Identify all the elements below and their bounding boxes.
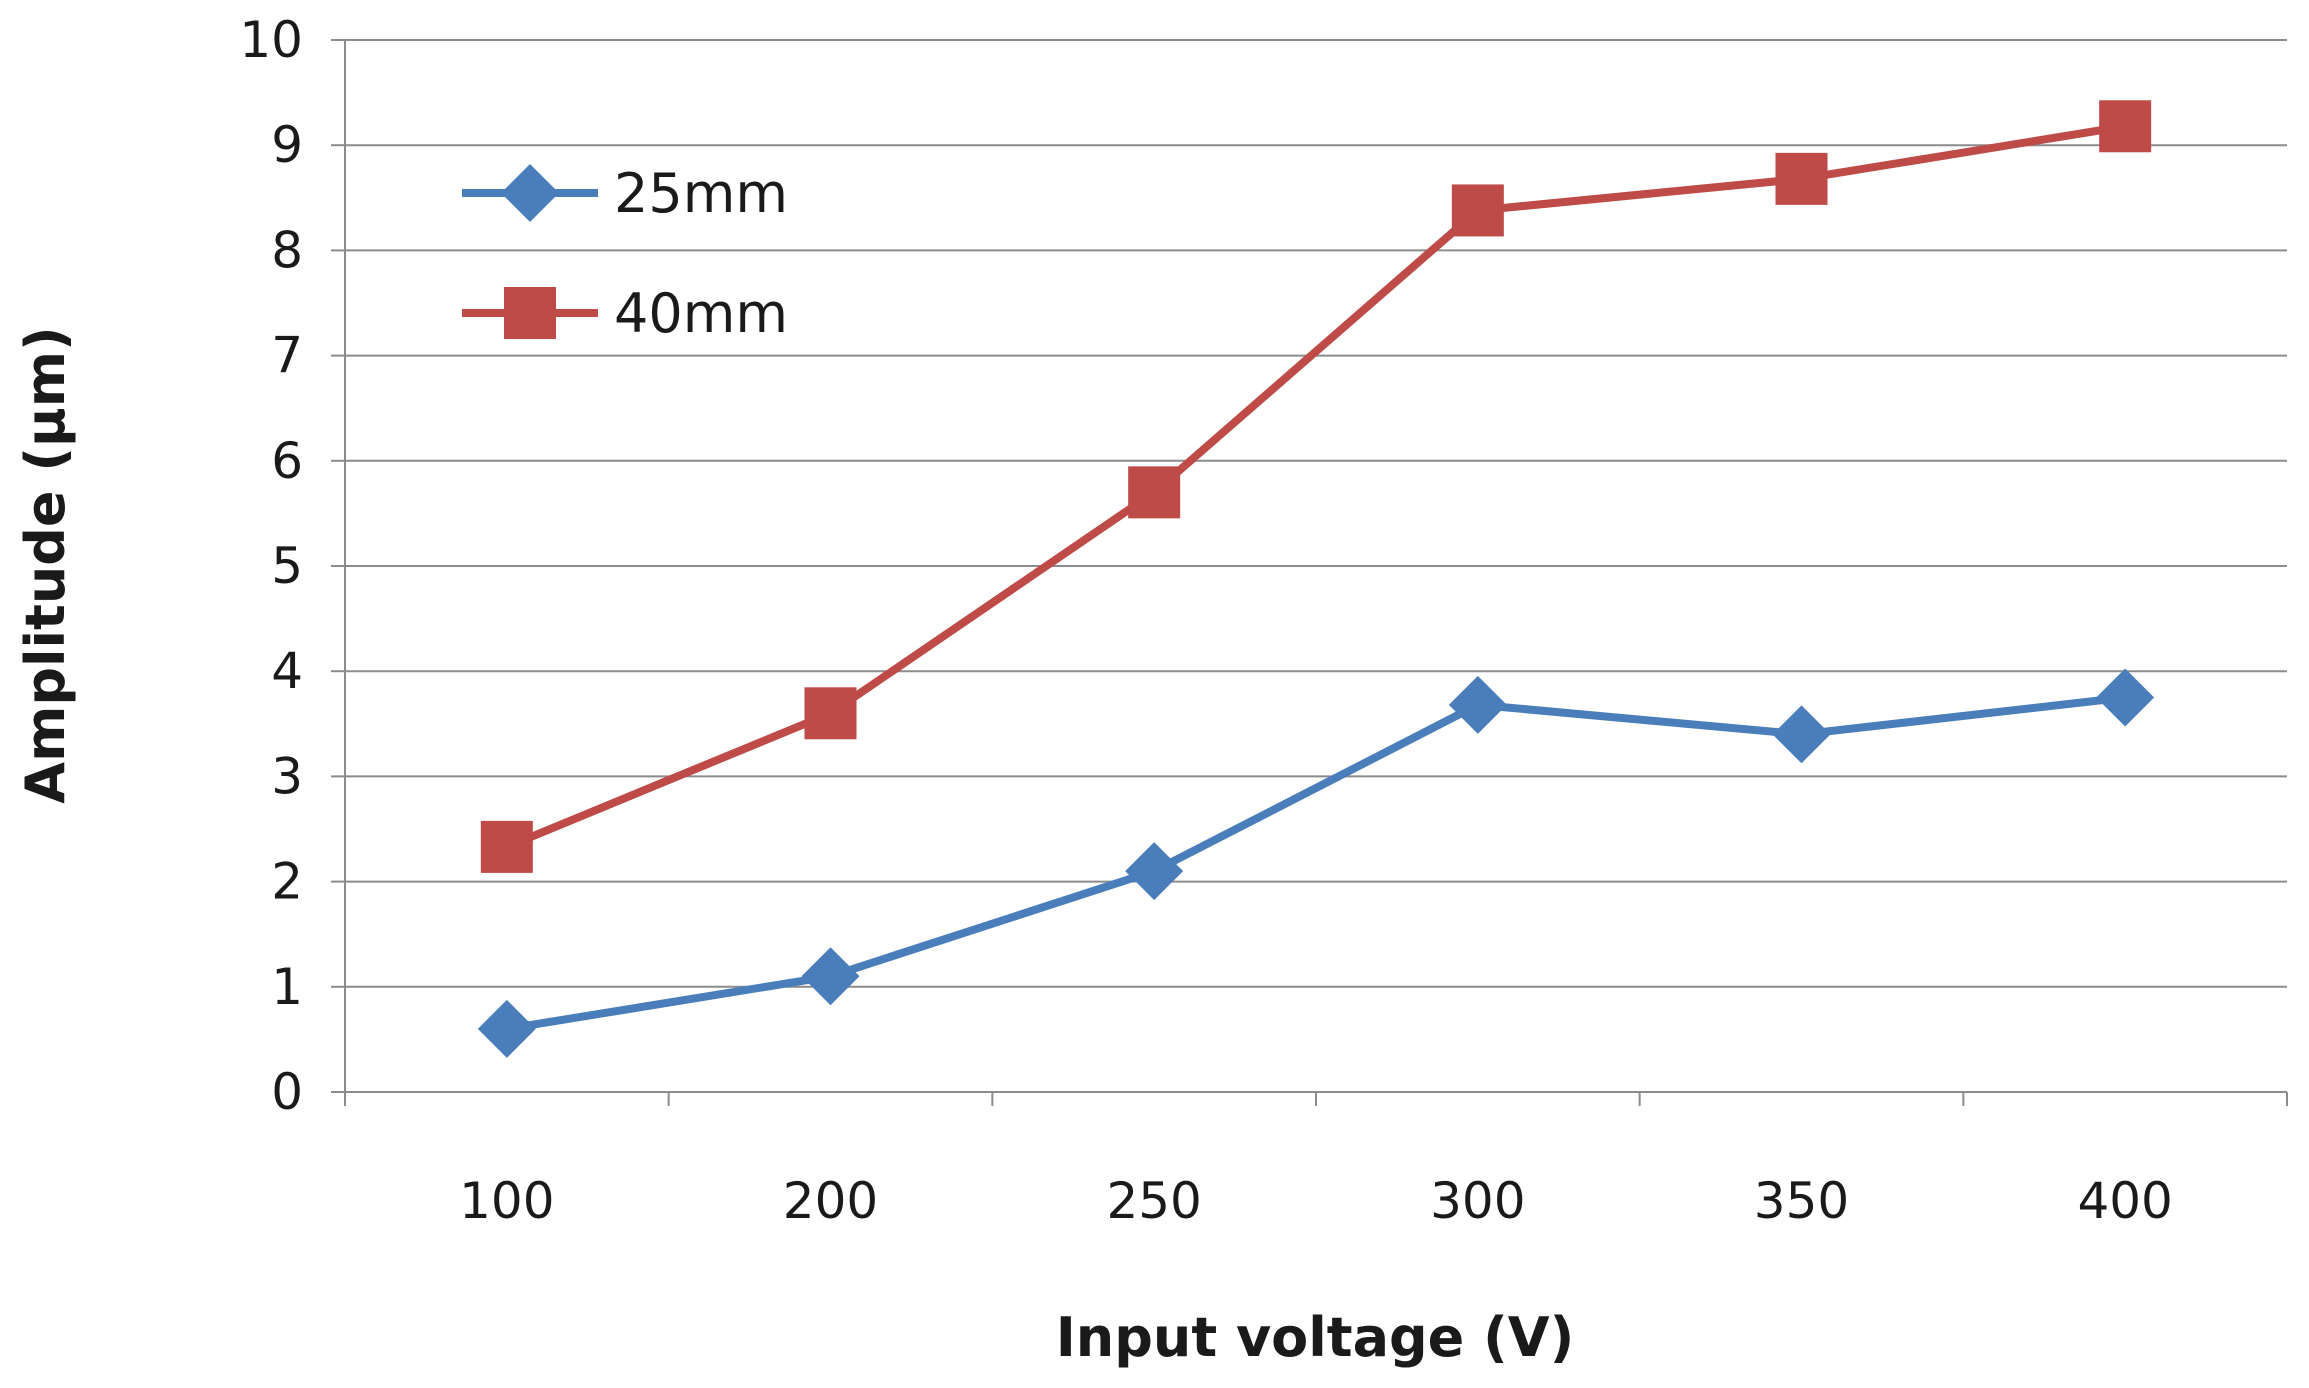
- legend: 25mm 40mm: [462, 162, 788, 345]
- y-tick-label: 7: [271, 327, 303, 385]
- legend-item-40mm: 40mm: [462, 282, 788, 345]
- x-tick-label: 300: [1430, 1172, 1525, 1230]
- legend-item-25mm: 25mm: [462, 162, 788, 225]
- x-tick-label: 250: [1106, 1172, 1201, 1230]
- y-tick-label: 3: [271, 747, 303, 805]
- y-tick-label: 1: [271, 958, 303, 1016]
- data-point-square: [1451, 184, 1504, 237]
- y-tick-label: 10: [239, 11, 303, 69]
- series-line-25mm: [506, 693, 2126, 1033]
- legend-label: 40mm: [614, 282, 788, 345]
- data-point-diamond: [1125, 842, 1184, 901]
- x-tick-label: 350: [1754, 1172, 1849, 1230]
- data-point-square: [804, 687, 857, 740]
- axes: [331, 39, 2288, 1106]
- series-lines: [477, 100, 2155, 1058]
- data-point-diamond: [501, 164, 559, 222]
- data-point-diamond: [1448, 675, 1507, 734]
- y-tick-labels: 0 1 2 3 4 5 6 7 8 9 10: [239, 11, 303, 1121]
- y-tick-label: 0: [271, 1063, 303, 1121]
- x-tick-labels: 100 200 250 300 350 400: [459, 1172, 2173, 1230]
- data-point-square: [1128, 466, 1181, 519]
- data-point-diamond: [2096, 668, 2155, 727]
- y-tick-label: 9: [271, 116, 303, 174]
- data-point-square: [480, 820, 533, 873]
- y-tick-label: 5: [271, 537, 303, 595]
- series-25mm: [477, 668, 2155, 1058]
- x-tick-label: 200: [783, 1172, 878, 1230]
- x-tick-label: 100: [459, 1172, 554, 1230]
- legend-label: 25mm: [614, 162, 788, 225]
- y-tick-label: 8: [271, 221, 303, 279]
- y-tick-label: 4: [271, 642, 303, 700]
- data-point-diamond: [801, 947, 860, 1006]
- data-point-square: [2099, 100, 2152, 153]
- y-axis-title: Amplitude (µm): [14, 326, 77, 803]
- series-line-40mm: [505, 122, 2126, 851]
- data-point-diamond: [1772, 705, 1831, 764]
- x-axis-title: Input voltage (V): [1056, 1306, 1575, 1369]
- data-point-square: [1775, 152, 1828, 205]
- x-tick-label: 400: [2077, 1172, 2172, 1230]
- data-point-square: [504, 287, 556, 339]
- y-tick-label: 2: [271, 853, 303, 911]
- data-point-diamond: [477, 999, 536, 1058]
- y-tick-label: 6: [271, 432, 303, 490]
- series-40mm: [480, 100, 2152, 873]
